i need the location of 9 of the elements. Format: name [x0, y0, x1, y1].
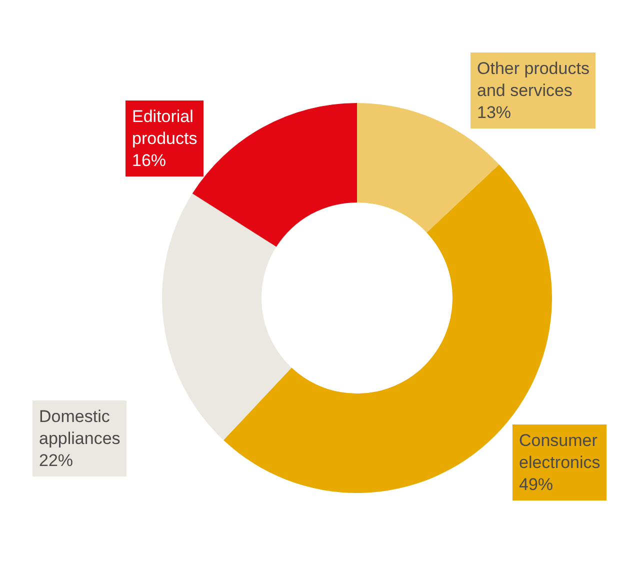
slice-label: Other products and services — [477, 59, 590, 100]
slice-label: Editorial products — [132, 107, 198, 148]
slice-label: Consumer electronics — [519, 431, 600, 472]
donut-slice — [162, 194, 292, 440]
data-label: 16% — [132, 151, 166, 170]
data-label: 13% — [477, 103, 512, 122]
data-label: 49% — [519, 475, 554, 494]
data-label: 22% — [39, 451, 74, 470]
slice-label: Domestic appliances — [39, 407, 120, 448]
